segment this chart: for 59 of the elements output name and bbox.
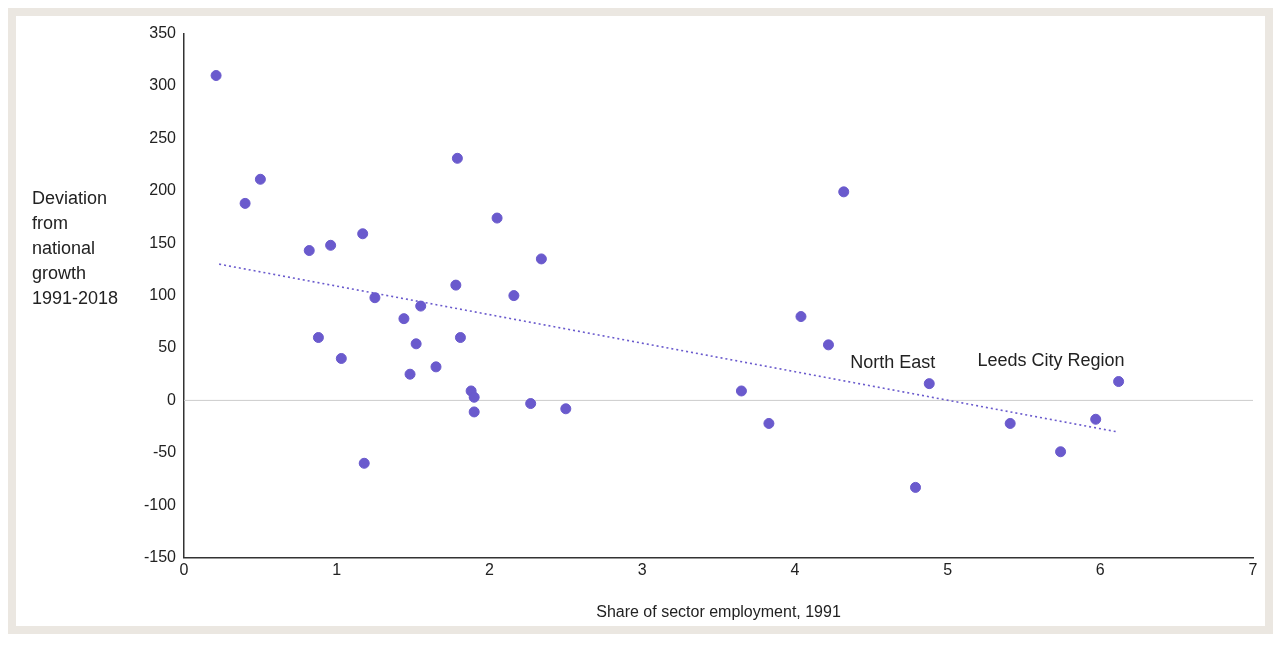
point: [822, 339, 834, 351]
point: [312, 332, 324, 344]
point: [923, 378, 935, 390]
point: [450, 279, 462, 291]
annotation: Leeds City Region: [977, 349, 1125, 370]
point: [535, 253, 547, 265]
y-tick-label: 50: [158, 338, 177, 356]
point: [335, 352, 347, 364]
y-tick-label: 150: [149, 233, 177, 251]
x-tick-label: 3: [637, 560, 647, 578]
point: [254, 173, 266, 185]
y-tick-label: 100: [149, 286, 177, 304]
x-tick-label: 4: [790, 560, 800, 578]
point: [838, 186, 850, 198]
point: [491, 212, 503, 224]
point: [398, 313, 410, 325]
point: [1055, 446, 1067, 458]
y-axis-title: Deviation from national growth 1991-2018: [31, 187, 120, 310]
point: [303, 245, 315, 257]
point: [1004, 417, 1016, 429]
x-tick-label: 6: [1095, 560, 1105, 578]
point: [210, 70, 222, 82]
y-tick-label: 350: [149, 24, 177, 42]
point: [560, 403, 572, 415]
point: [325, 239, 337, 251]
point: [410, 338, 422, 350]
point: [910, 481, 922, 493]
x-tick-label: 0: [179, 560, 189, 578]
point: [795, 311, 807, 323]
point: [451, 152, 463, 164]
y-tick-label: -100: [143, 495, 177, 513]
y-tick-label: 250: [149, 128, 177, 146]
point: [735, 385, 747, 397]
y-tick-label: 200: [149, 181, 177, 199]
annotation: North East: [850, 351, 936, 372]
point: [525, 398, 537, 410]
point: [1090, 413, 1102, 425]
point: [454, 332, 466, 344]
point: [430, 361, 442, 373]
y-tick-label: -50: [152, 443, 177, 461]
y-tick-label: -150: [143, 548, 177, 566]
point: [369, 292, 381, 304]
point: [358, 457, 370, 469]
x-tick-label: 7: [1248, 560, 1258, 578]
y-tick-label: 300: [149, 76, 177, 94]
x-tick-label: 5: [943, 560, 953, 578]
point: [468, 391, 480, 403]
point: [508, 290, 520, 302]
point: [468, 406, 480, 418]
point: [239, 197, 251, 209]
point: [1113, 376, 1125, 388]
x-tick-label: 2: [484, 560, 494, 578]
x-axis-title: Share of sector employment, 1991: [596, 602, 841, 620]
point: [415, 300, 427, 312]
x-tick-label: 1: [332, 560, 342, 578]
point: [357, 228, 369, 240]
point: [404, 368, 416, 380]
point: [763, 417, 775, 429]
y-tick-label: 0: [167, 390, 177, 408]
